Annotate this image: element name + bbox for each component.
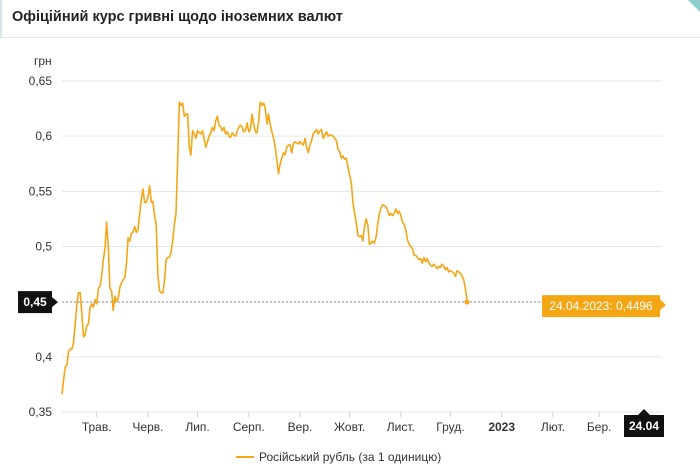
x-tick-label: Лип. bbox=[185, 420, 209, 434]
tooltip-box bbox=[542, 295, 660, 318]
current-point-marker bbox=[464, 299, 470, 305]
current-value-badge bbox=[18, 291, 52, 314]
chart-header: Офіційний курс гривні щодо іноземних вал… bbox=[0, 0, 700, 38]
x-tick-label: Жовт. bbox=[334, 420, 365, 434]
x-tick-label: Вер. bbox=[288, 420, 313, 434]
tooltip-text: 24.04.2023: 0,4496 bbox=[549, 299, 653, 313]
current-date-badge-pointer bbox=[638, 409, 650, 415]
legend-label[interactable]: Російський рубль (за 1 одиницю) bbox=[259, 450, 441, 464]
y-tick-label: 0,4 bbox=[35, 350, 52, 364]
y-tick-label: 0,55 bbox=[29, 184, 53, 198]
current-date-badge bbox=[624, 415, 664, 437]
current-value-badge-label: 0,45 bbox=[23, 295, 47, 309]
x-tick-label: Черв. bbox=[132, 420, 163, 434]
x-tick-label: Трав. bbox=[82, 420, 112, 434]
x-tick-label: Груд. bbox=[436, 420, 464, 434]
chart-title: Офіційний курс гривні щодо іноземних вал… bbox=[12, 9, 343, 25]
x-tick-label: 2023 bbox=[488, 420, 515, 434]
x-tick-label: Лист. bbox=[387, 420, 415, 434]
y-tick-label: 0,6 bbox=[35, 129, 52, 143]
y-tick-label: 0,5 bbox=[35, 240, 52, 254]
x-tick-label: Лют. bbox=[541, 420, 565, 434]
current-value-badge-pointer bbox=[52, 297, 58, 308]
x-tick-label: Бер. bbox=[587, 420, 612, 434]
y-tick-label: 0,65 bbox=[29, 74, 53, 88]
y-tick-label: 0,35 bbox=[29, 405, 53, 419]
y-axis-unit-label: грн bbox=[34, 54, 52, 68]
x-tick-label: Серп. bbox=[233, 420, 265, 434]
corner-accent bbox=[688, 0, 700, 12]
tooltip-pointer bbox=[660, 299, 666, 311]
rate-chart[interactable]: грн 0,65 0,6 0,55 0,5 0,4 0,35 Трав. Черв. Лип. Се… bbox=[0, 39, 700, 471]
current-date-badge-label: 24.04 bbox=[629, 419, 659, 433]
series-line-rub[interactable] bbox=[61, 101, 468, 395]
